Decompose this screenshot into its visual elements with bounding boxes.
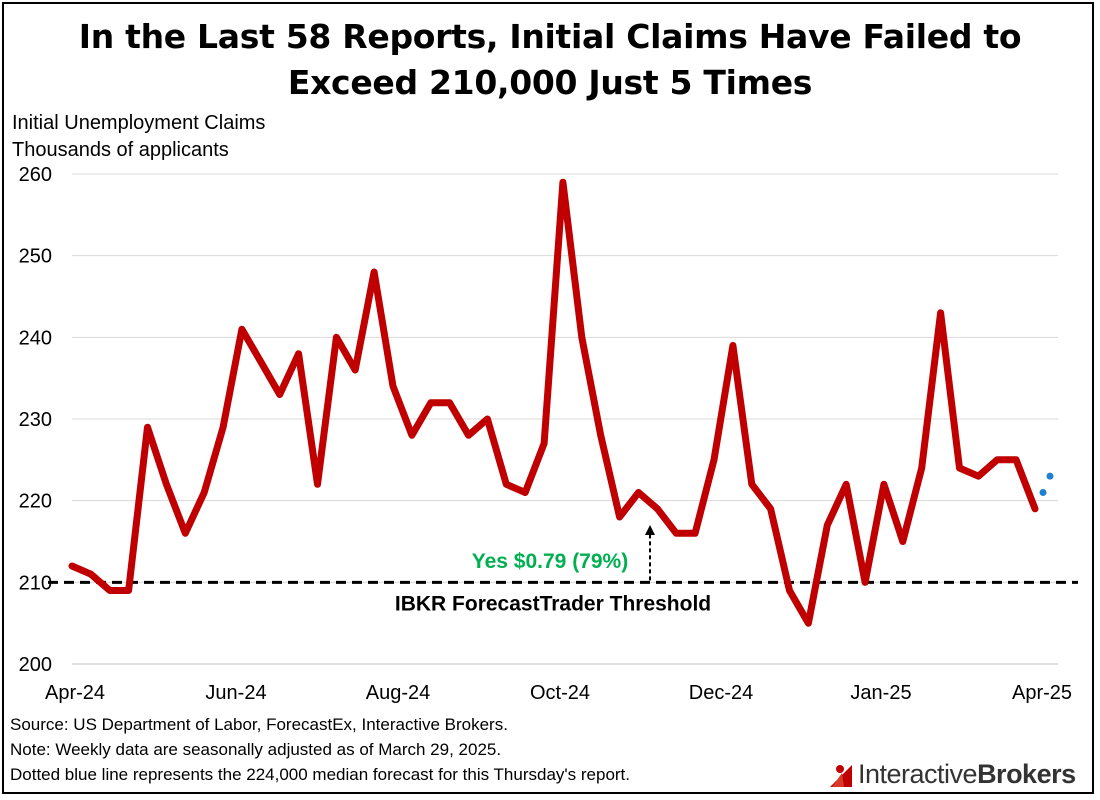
claims-point	[448, 401, 452, 405]
claims-point	[485, 417, 489, 421]
claims-point	[89, 572, 93, 576]
title-line-2: Exceed 210,000 Just 5 Times	[287, 63, 813, 102]
logo-text: InteractiveBrokers	[858, 759, 1076, 790]
x-tick-label-oct-24: Oct-24	[530, 682, 590, 704]
x-tick-label-dec-24: Dec-24	[689, 682, 753, 704]
chart-notes: Source: US Department of Labor, Forecast…	[10, 712, 630, 787]
y-tick-label-250: 250	[19, 246, 52, 268]
claims-point	[976, 474, 980, 478]
adjustment-note: Note: Weekly data are seasonally adjuste…	[10, 740, 502, 759]
claims-point	[825, 523, 829, 527]
claims-point	[882, 482, 886, 486]
claims-point	[580, 335, 584, 339]
claims-point	[920, 466, 924, 470]
y-tick-label-220: 220	[19, 491, 52, 513]
claims-point	[410, 433, 414, 437]
y-axis-label-line-2: Thousands of applicants	[12, 139, 229, 161]
claims-point	[372, 270, 376, 274]
claims-point	[202, 491, 206, 494]
claims-point	[863, 580, 867, 584]
claims-point	[901, 540, 905, 543]
claims-point	[127, 589, 131, 592]
annotation-arrow-head	[645, 525, 655, 535]
threshold-label: IBKR ForecastTrader Threshold	[395, 592, 711, 615]
logo-text-interactive: Interactive	[858, 758, 978, 789]
claims-point	[844, 482, 848, 486]
interactive-brokers-logo: InteractiveBrokers	[828, 756, 1076, 792]
title-line-1: In the Last 58 Reports, Initial Claims H…	[78, 17, 1022, 56]
forecast-note: Dotted blue line represents the 224,000 …	[10, 765, 631, 784]
claims-point	[315, 482, 319, 486]
claims-point	[618, 515, 622, 519]
claims-point	[674, 531, 678, 535]
claims-point	[334, 335, 338, 339]
x-tick-label-jun-24: Jun-24	[205, 682, 266, 704]
y-axis-label: Initial Unemployment Claims Thousands of…	[12, 110, 265, 164]
claims-point	[599, 433, 603, 437]
claims-point	[278, 393, 282, 396]
source-note: Source: US Department of Labor, Forecast…	[10, 715, 508, 734]
x-tick-label-apr-25: Apr-25	[1012, 682, 1072, 704]
annotation-label: Yes $0.79 (79%)	[472, 550, 628, 573]
logo-text-brokers: Brokers	[977, 758, 1076, 789]
claims-point	[693, 531, 697, 535]
claims-point	[108, 589, 112, 592]
claims-point	[750, 482, 754, 486]
y-tick-label-240: 240	[19, 327, 52, 349]
claims-point	[542, 442, 546, 445]
y-axis-label-line-1: Initial Unemployment Claims	[12, 112, 266, 134]
claims-point	[1033, 507, 1037, 511]
y-tick-label-260: 260	[19, 164, 52, 186]
claims-point	[636, 491, 640, 494]
logo-flame-icon	[830, 765, 852, 787]
claims-point	[561, 180, 565, 184]
claims-point	[297, 352, 301, 356]
claims-point	[240, 327, 244, 331]
claims-point	[429, 401, 433, 405]
claims-point	[939, 311, 943, 315]
claims-point	[995, 458, 999, 462]
claims-point	[769, 507, 773, 511]
claims-point	[353, 368, 357, 372]
claims-point	[146, 425, 150, 429]
x-tick-label-apr-24: Apr-24	[45, 682, 105, 704]
claims-point	[183, 531, 187, 535]
claims-point	[70, 564, 74, 568]
claims-point	[806, 621, 810, 625]
claims-point	[467, 433, 471, 437]
claims-point	[164, 482, 168, 486]
claims-point	[655, 507, 659, 511]
claims-point	[391, 384, 395, 388]
claims-point	[788, 589, 792, 592]
claims-point	[731, 344, 735, 347]
x-tick-label-aug-24: Aug-24	[366, 682, 431, 704]
forecast-point	[1039, 489, 1047, 496]
x-tick-label-jan-25: Jan-25	[850, 682, 911, 704]
claims-point	[1014, 458, 1018, 462]
claims-point	[957, 466, 961, 470]
claims-point	[523, 491, 527, 494]
claims-point	[221, 425, 225, 429]
chart-title: In the Last 58 Reports, Initial Claims H…	[0, 14, 1100, 106]
claims-point	[504, 482, 508, 486]
y-tick-label-200: 200	[19, 654, 52, 676]
claims-series-line	[68, 178, 1039, 627]
claims-point	[712, 458, 716, 462]
y-tick-label-210: 210	[19, 572, 52, 594]
y-tick-label-230: 230	[19, 409, 52, 431]
forecast-point	[1046, 472, 1054, 480]
claims-point	[259, 360, 263, 364]
